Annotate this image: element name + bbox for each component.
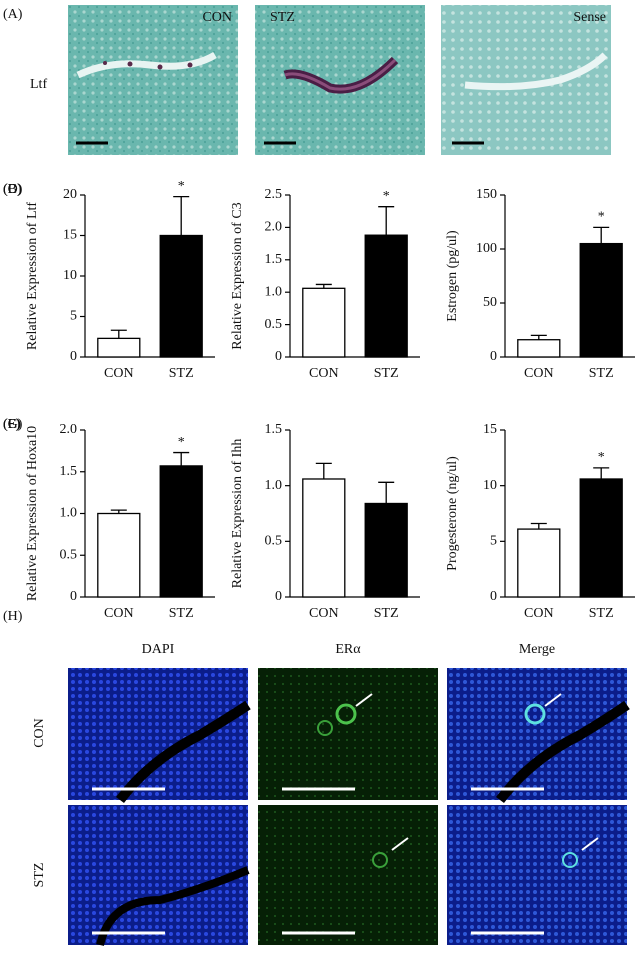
y-tick-label: 10	[483, 478, 497, 493]
bar	[364, 502, 408, 598]
y-tick-label: 5	[70, 309, 77, 324]
x-tick-label: STZ	[374, 606, 399, 621]
panel-label: (G)	[3, 417, 23, 432]
x-tick-label: STZ	[374, 366, 399, 381]
row-label: STZ	[32, 863, 47, 888]
significance-mark: *	[598, 210, 605, 225]
y-tick-label: 150	[476, 187, 497, 202]
panel-label: (H)	[3, 609, 23, 624]
x-tick-label: CON	[104, 606, 134, 621]
image-label: CON	[202, 10, 232, 25]
y-axis-label: Relative Expression of Ihh	[230, 439, 245, 589]
bar	[302, 287, 346, 358]
y-axis-label: Relative Expression of C3	[230, 202, 245, 349]
y-tick-label: 1.5	[265, 252, 283, 267]
bar	[517, 528, 561, 598]
bar	[364, 234, 408, 358]
y-tick-label: 0.5	[265, 534, 283, 549]
significance-mark: *	[178, 179, 185, 194]
x-tick-label: CON	[309, 606, 339, 621]
y-tick-label: 2.0	[60, 422, 78, 437]
x-tick-label: STZ	[169, 366, 194, 381]
x-tick-label: STZ	[589, 366, 614, 381]
x-tick-label: STZ	[589, 606, 614, 621]
y-tick-label: 0	[275, 349, 282, 364]
y-tick-label: 1.0	[265, 478, 283, 493]
panel-label: (E)	[3, 417, 21, 432]
micrograph	[441, 5, 611, 155]
bar	[517, 339, 561, 358]
y-tick-label: 15	[63, 228, 77, 243]
y-tick-label: 0	[490, 349, 497, 364]
image-label: STZ	[270, 10, 295, 25]
significance-mark: *	[178, 435, 185, 450]
x-tick-label: CON	[309, 366, 339, 381]
x-tick-label: CON	[104, 366, 134, 381]
y-axis-label: Progesterone (ng/ul)	[445, 456, 460, 571]
bar	[579, 478, 623, 598]
panel-label: (D)	[3, 182, 23, 197]
y-tick-label: 15	[483, 422, 497, 437]
panel-label: (F)	[3, 417, 20, 432]
y-axis-label: Relative Expression of Ltf	[25, 202, 40, 350]
y-tick-label: 2.5	[265, 187, 283, 202]
x-tick-label: CON	[524, 366, 554, 381]
y-tick-label: 20	[63, 187, 77, 202]
y-tick-label: 2.0	[265, 220, 283, 235]
micrograph	[68, 5, 238, 155]
y-tick-label: 5	[490, 534, 497, 549]
y-tick-label: 50	[483, 295, 497, 310]
panel-label: (C)	[3, 182, 22, 197]
significance-mark: *	[383, 189, 390, 204]
bar	[159, 465, 203, 598]
y-tick-label: 100	[476, 241, 497, 256]
x-tick-label: STZ	[169, 606, 194, 621]
column-label: DAPI	[142, 642, 175, 657]
micrograph-grid	[68, 668, 630, 946]
y-tick-label: 1.5	[60, 464, 78, 479]
x-tick-label: CON	[524, 606, 554, 621]
image-label: Sense	[573, 10, 606, 25]
row-label: CON	[32, 718, 47, 748]
bar	[97, 512, 141, 598]
y-tick-label: 0.5	[60, 547, 78, 562]
y-tick-label: 1.0	[265, 284, 283, 299]
y-tick-label: 0	[70, 589, 77, 604]
y-tick-label: 10	[63, 268, 77, 283]
y-tick-label: 0	[70, 349, 77, 364]
y-tick-label: 1.5	[265, 422, 283, 437]
row-label: Ltf	[30, 77, 47, 92]
significance-mark: *	[598, 450, 605, 465]
bar	[97, 337, 141, 358]
bar	[579, 242, 623, 358]
y-tick-label: 0	[490, 589, 497, 604]
column-label: Merge	[519, 642, 555, 657]
bar	[302, 478, 346, 598]
panel-label: (A)	[3, 7, 23, 22]
y-axis-label: Relative Expression of Hoxa10	[25, 426, 40, 601]
y-tick-label: 0	[275, 589, 282, 604]
micrograph	[255, 5, 425, 155]
panel-label: (B)	[3, 182, 22, 197]
y-tick-label: 1.0	[60, 506, 78, 521]
column-label: ERα	[335, 642, 361, 657]
y-axis-label: Estrogen (pg/ul)	[445, 230, 460, 322]
bar	[159, 234, 203, 358]
y-tick-label: 0.5	[265, 317, 283, 332]
